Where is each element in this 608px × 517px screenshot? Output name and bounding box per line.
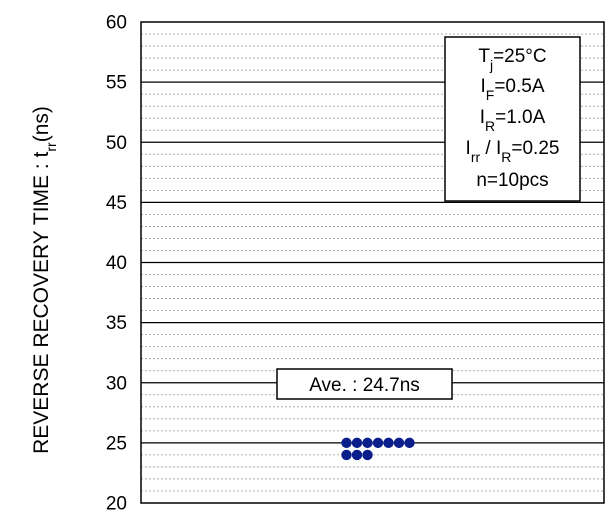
average-annotation: Ave. : 24.7ns	[276, 368, 453, 400]
data-point	[404, 437, 415, 449]
data-point	[383, 437, 394, 449]
data-point	[362, 449, 373, 461]
data-point	[393, 437, 405, 449]
data-points	[341, 437, 415, 461]
plot-frame	[140, 21, 605, 504]
data-point	[341, 437, 352, 449]
average-label: Ave. : 24.7ns	[309, 375, 420, 396]
data-point	[341, 449, 352, 461]
condition-ir: IR=1.0A	[480, 107, 546, 134]
y-tick-label: 30	[106, 373, 127, 394]
y-tick-label: 40	[106, 253, 127, 274]
y-tick-label: 20	[106, 494, 127, 515]
y-tick-label: 55	[106, 73, 127, 94]
data-point	[351, 449, 363, 461]
conditions-box: Tj=25°C IF=0.5A IR=1.0A Irr / IR=0.25 n=…	[444, 36, 581, 202]
y-tick-label: 60	[106, 13, 127, 34]
condition-tj: Tj=25°C	[478, 46, 546, 73]
data-point	[372, 437, 384, 449]
data-point	[351, 437, 363, 449]
y-axis-label: REVERSE RECOVERY TIME : trr(ns)	[30, 106, 59, 454]
y-tick-label: 25	[106, 433, 127, 454]
average-box	[276, 368, 453, 400]
condition-irr-ratio: Irr / IR=0.25	[466, 138, 560, 165]
y-tick-label: 50	[106, 133, 127, 154]
y-axis-ticks: 60 55 50 45 40 35 30 25 20	[106, 13, 127, 515]
condition-n: n=10pcs	[476, 170, 548, 191]
conditions-frame	[444, 36, 581, 202]
y-tick-label: 35	[106, 313, 127, 334]
data-point	[362, 437, 373, 449]
y-tick-label: 45	[106, 193, 127, 214]
condition-if: IF=0.5A	[480, 76, 544, 103]
